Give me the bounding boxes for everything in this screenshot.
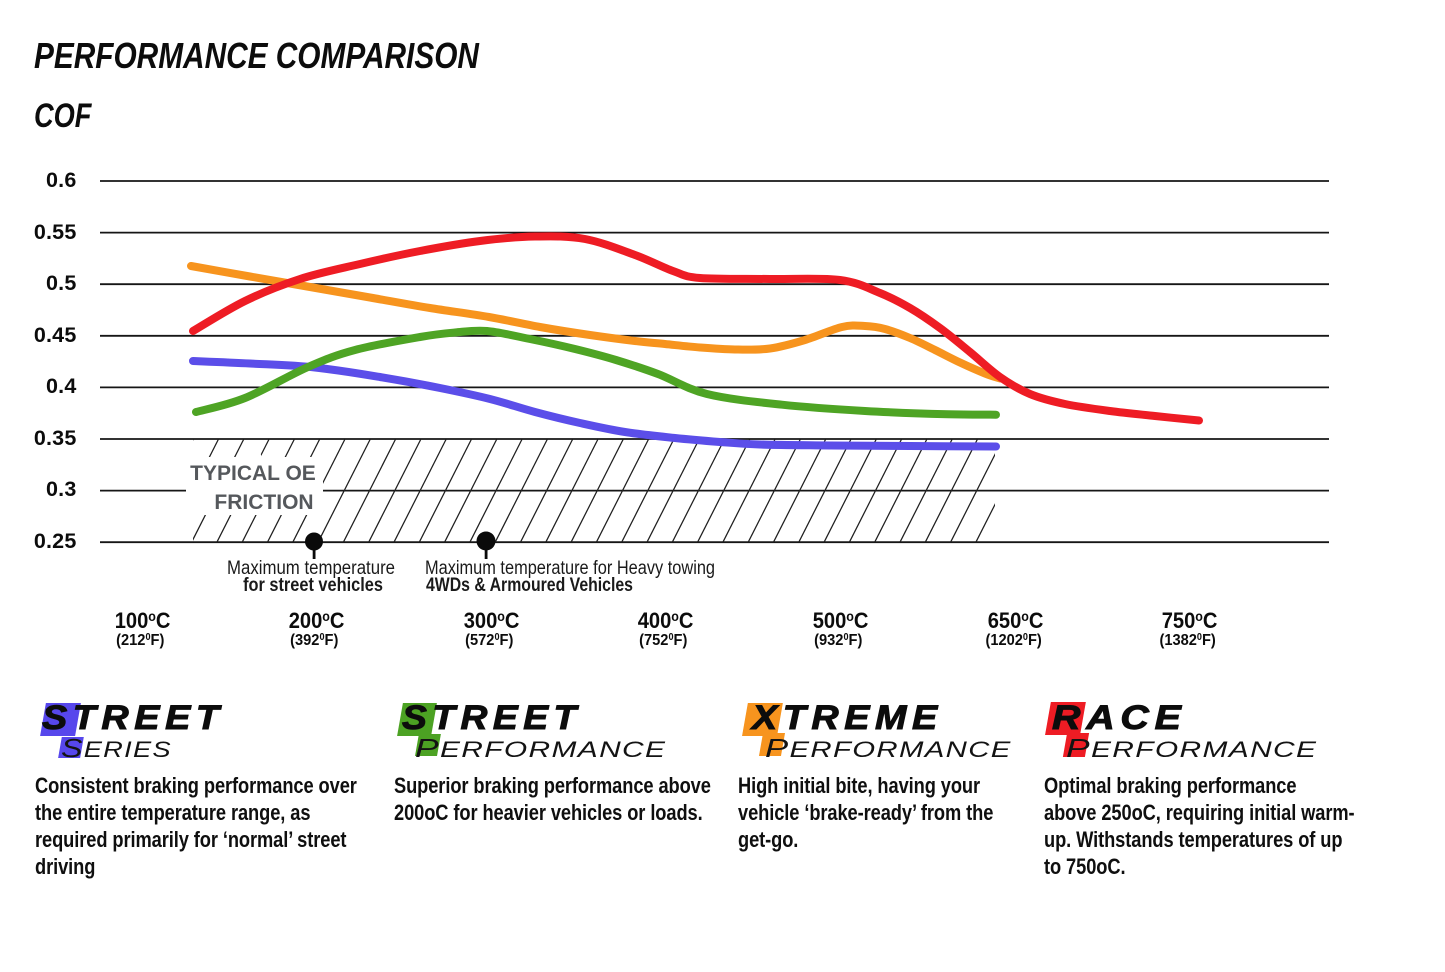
svg-text:FRICTION: FRICTION [214,491,313,514]
svg-text:TYPICAL OE: TYPICAL OE [190,462,316,485]
